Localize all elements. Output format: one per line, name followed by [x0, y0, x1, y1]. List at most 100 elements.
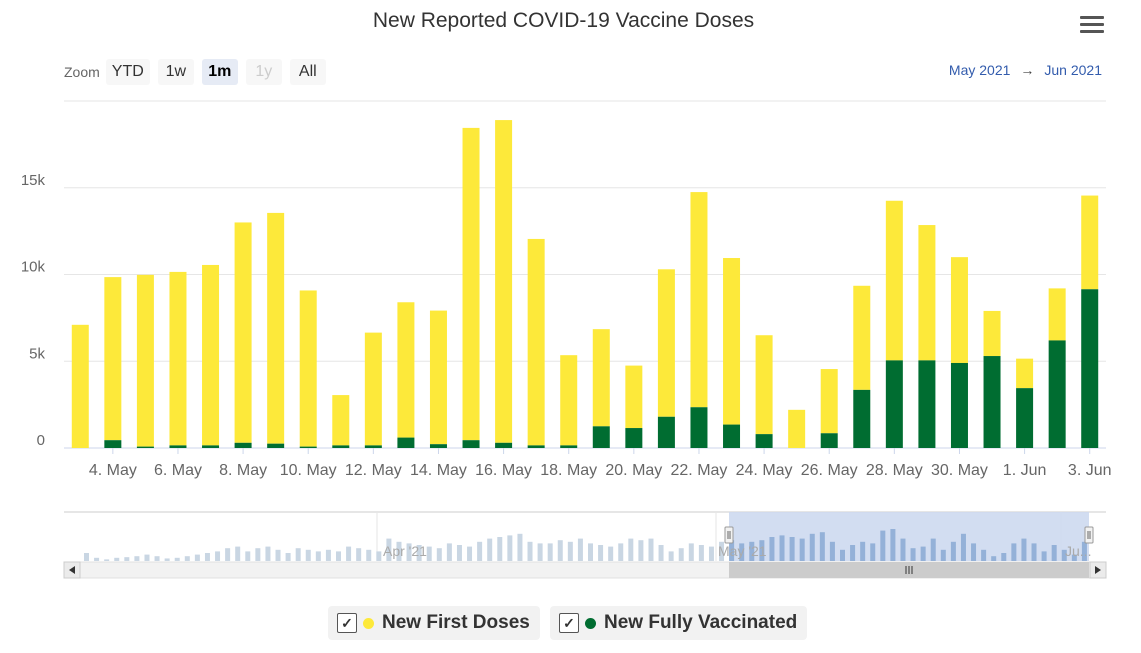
navigator-bar — [577, 538, 583, 561]
bar-fully-vaccinated[interactable] — [723, 424, 741, 448]
navigator-bar — [779, 535, 785, 561]
zoom-1m-button[interactable]: 1m — [201, 59, 238, 85]
x-tick-label: 30. May — [931, 462, 988, 479]
bar-first-doses[interactable] — [495, 120, 513, 443]
x-tick-label: 12. May — [345, 462, 402, 479]
bar-fully-vaccinated[interactable] — [918, 360, 936, 448]
checkbox-checked-icon[interactable]: ✓ — [337, 613, 357, 633]
navigator-bar — [517, 533, 523, 561]
bar-first-doses[interactable] — [885, 200, 903, 361]
navigator-handle[interactable] — [724, 526, 734, 544]
bar-first-doses[interactable] — [527, 238, 545, 446]
bar-fully-vaccinated[interactable] — [983, 356, 1001, 448]
navigator-bar — [1041, 551, 1047, 561]
bar-first-doses[interactable] — [299, 290, 317, 447]
bar-fully-vaccinated[interactable] — [950, 362, 968, 448]
bar-fully-vaccinated[interactable] — [560, 445, 578, 448]
bar-fully-vaccinated[interactable] — [1048, 340, 1066, 448]
bar-first-doses[interactable] — [104, 277, 122, 441]
navigator-bar — [860, 541, 866, 561]
bar-first-doses[interactable] — [332, 395, 350, 446]
bar-first-doses[interactable] — [267, 212, 285, 444]
bar-first-doses[interactable] — [234, 222, 252, 443]
bar-first-doses[interactable] — [592, 329, 610, 427]
legend: ✓ New First Doses ✓ New Fully Vaccinated — [0, 606, 1141, 642]
bar-fully-vaccinated[interactable] — [332, 445, 350, 448]
zoom-1w-button[interactable]: 1w — [157, 59, 194, 85]
bar-fully-vaccinated[interactable] — [690, 407, 708, 448]
bar-first-doses[interactable] — [202, 264, 220, 446]
bar-chart: 0 5k 10k 15k 4. May 6. May 8. May 10. May 12. M… — [21, 100, 1112, 579]
x-tick-label: 26. May — [801, 462, 858, 479]
bar-first-doses[interactable] — [723, 258, 741, 425]
bar-first-doses[interactable] — [918, 225, 936, 361]
y-tick-label: 0 — [37, 432, 45, 449]
bar-first-doses[interactable] — [364, 332, 382, 446]
bar-first-doses[interactable] — [788, 409, 806, 448]
navigator-bar — [386, 538, 392, 561]
bar-fully-vaccinated[interactable] — [1016, 388, 1034, 448]
navigator-bar — [507, 535, 513, 561]
navigator-bar — [1051, 545, 1057, 561]
bar-fully-vaccinated[interactable] — [755, 434, 773, 448]
navigator-bar — [1021, 538, 1027, 561]
bar-fully-vaccinated[interactable] — [267, 443, 285, 448]
bar-first-doses[interactable] — [853, 285, 871, 390]
bar-first-doses[interactable] — [950, 257, 968, 363]
legend-dot-fully-vaccinated — [585, 617, 596, 629]
bar-first-doses[interactable] — [462, 127, 480, 441]
bar-fully-vaccinated[interactable] — [625, 428, 643, 448]
legend-item-fully-vaccinated[interactable]: ✓ New Fully Vaccinated — [550, 606, 808, 640]
bar-fully-vaccinated[interactable] — [592, 426, 610, 448]
navigator-bar — [265, 546, 271, 561]
range-from[interactable]: May 2021 — [948, 62, 1011, 78]
bar-first-doses[interactable] — [820, 369, 838, 434]
bar-fully-vaccinated[interactable] — [885, 360, 903, 448]
navigator-bar — [809, 533, 815, 561]
navigator-selection-mask[interactable] — [729, 512, 1089, 561]
navigator-bar — [950, 541, 956, 561]
bar-fully-vaccinated[interactable] — [136, 446, 154, 448]
bar-fully-vaccinated[interactable] — [397, 437, 415, 448]
bar-fully-vaccinated[interactable] — [527, 445, 545, 448]
bar-fully-vaccinated[interactable] — [1081, 289, 1099, 448]
bar-first-doses[interactable] — [397, 302, 415, 438]
bar-fully-vaccinated[interactable] — [299, 446, 317, 448]
bar-first-doses[interactable] — [560, 355, 578, 446]
bar-fully-vaccinated[interactable] — [104, 440, 122, 448]
bar-fully-vaccinated[interactable] — [169, 445, 187, 448]
legend-item-first-doses[interactable]: ✓ New First Doses — [328, 606, 540, 640]
bar-first-doses[interactable] — [983, 310, 1001, 357]
range-to[interactable]: Jun 2021 — [1044, 62, 1102, 78]
zoom-all-button[interactable]: All — [289, 59, 326, 85]
bar-first-doses[interactable] — [429, 310, 447, 445]
bar-first-doses[interactable] — [755, 335, 773, 435]
navigator-handle[interactable] — [1084, 526, 1094, 544]
bar-first-doses[interactable] — [136, 274, 154, 447]
zoom-ytd-button[interactable]: YTD — [105, 59, 150, 85]
bar-first-doses[interactable] — [169, 271, 187, 446]
bar-fully-vaccinated[interactable] — [429, 444, 447, 448]
bar-fully-vaccinated[interactable] — [853, 389, 871, 448]
bar-fully-vaccinated[interactable] — [495, 442, 513, 448]
navigator-bar — [1081, 541, 1087, 561]
bar-first-doses[interactable] — [690, 192, 708, 408]
bar-fully-vaccinated[interactable] — [234, 442, 252, 448]
navigator-bar — [688, 543, 694, 561]
bar-first-doses[interactable] — [657, 269, 675, 417]
checkbox-checked-icon[interactable]: ✓ — [559, 613, 579, 633]
bar-first-doses[interactable] — [1081, 195, 1099, 290]
bar-fully-vaccinated[interactable] — [202, 445, 220, 448]
bar-first-doses[interactable] — [1016, 358, 1034, 389]
bar-fully-vaccinated[interactable] — [462, 440, 480, 448]
bar-first-doses[interactable] — [1048, 288, 1066, 341]
bar-fully-vaccinated[interactable] — [820, 433, 838, 448]
bar-first-doses[interactable] — [625, 365, 643, 429]
bar-fully-vaccinated[interactable] — [364, 445, 382, 448]
hamburger-menu-icon[interactable] — [1080, 16, 1104, 36]
bar-fully-vaccinated[interactable] — [657, 416, 675, 448]
navigator-bar — [295, 548, 301, 561]
bar-first-doses[interactable] — [71, 324, 89, 448]
scroll-right-arrow-icon — [1095, 566, 1101, 574]
navigator-bar — [557, 540, 563, 561]
